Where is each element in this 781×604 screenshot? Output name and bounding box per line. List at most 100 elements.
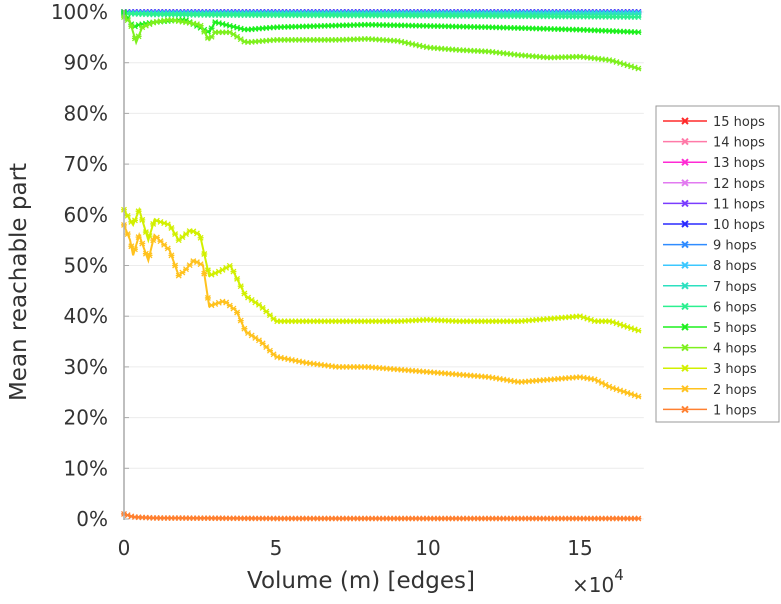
data-point-marker [135,208,142,215]
x-axis-label: Volume (m) [edges] [247,568,475,594]
data-point-marker [139,216,146,223]
legend-item: 8 hops [663,259,757,274]
legend-item: 7 hops [663,280,757,295]
y-axis-label: Mean reachable part [6,163,32,401]
data-point-marker [146,252,153,259]
data-point-marker [197,261,204,268]
legend-item: 10 hops [663,218,765,233]
y-tick-label: 10% [64,456,108,480]
series-lines [121,9,642,522]
legend-marker-icon [681,117,689,125]
legend-marker-icon [681,179,689,187]
x-tick-label: 10 [415,536,440,560]
legend-marker-icon [681,261,689,269]
data-point-marker [135,234,142,241]
data-point-marker [635,65,642,72]
data-point-marker [124,231,131,238]
legend-label: 5 hops [713,321,757,336]
data-point-marker [635,515,642,522]
data-point-marker [131,246,138,253]
series-6-hops [121,10,642,21]
data-point-marker [201,28,208,35]
legend-marker-icon [681,302,689,311]
data-point-marker [635,327,642,334]
x-tick-label: 5 [270,536,283,560]
legend-item: 9 hops [663,239,757,254]
legend-label: 6 hops [713,300,757,315]
legend-marker-icon [681,364,689,372]
data-point-marker [237,283,244,290]
data-point-marker [193,230,200,237]
x-axis-multiplier: ×104 [572,566,624,597]
legend-label: 3 hops [713,362,757,377]
y-tick-label: 40% [64,304,108,328]
legend: 15 hops 14 hops 13 hops 12 hops 11 hops 10 ho… [655,105,780,423]
data-point-marker [124,17,131,24]
legend-marker-icon [681,199,689,208]
y-tick-label: 100% [51,0,108,24]
legend-item: 6 hops [663,300,757,315]
legend-marker-icon [681,282,689,290]
data-point-marker [635,14,642,21]
legend-marker-icon [681,220,689,228]
legend-marker-icon [681,240,689,249]
legend-marker-icon [681,385,689,393]
legend-label: 12 hops [713,177,765,192]
x-tick-labels: 0 5 10 15 [118,536,593,560]
y-tick-labels: 0% 10% 20% 30% 40% 50% 60% 70% 80% 90% 100% [51,0,108,531]
x-tick-label: 15 [567,536,592,560]
data-point-marker [201,251,208,257]
data-point-marker [201,270,208,277]
legend-label: 8 hops [713,259,757,274]
data-point-marker [197,234,204,241]
data-point-marker [164,245,171,252]
data-point-marker [128,23,135,30]
data-point-marker [139,240,146,247]
legend-item: 14 hops [663,136,765,151]
legend-item: 1 hops [663,403,757,418]
series-3-hops [121,206,642,334]
data-point-marker [172,231,179,238]
legend-item: 15 hops [663,115,765,130]
legend-label: 2 hops [713,383,757,398]
legend-label: 15 hops [713,115,765,130]
data-point-marker [237,317,244,324]
legend-box [655,105,780,423]
data-point-marker [234,275,241,282]
legend-item: 4 hops [663,342,757,357]
data-point-marker [150,237,157,244]
y-tick-label: 30% [64,355,108,379]
data-point-marker [226,262,233,269]
x-multiplier-base: ×10 [572,573,614,597]
series-2-hops [121,221,642,400]
x-tick-label: 0 [118,536,131,560]
legend-label: 11 hops [713,197,765,212]
data-point-marker [635,29,642,36]
legend-label: 13 hops [713,156,765,171]
legend-label: 10 hops [713,218,765,233]
legend-item: 13 hops [663,156,765,171]
data-point-marker [168,252,175,259]
legend-label: 4 hops [713,342,757,357]
legend-marker-icon [681,323,689,331]
data-point-marker [270,351,277,358]
legend-item: 12 hops [663,177,765,192]
legend-marker-icon [681,405,689,414]
legend-item: 2 hops [663,383,757,398]
legend-label: 9 hops [713,239,757,254]
data-point-marker [230,268,237,275]
data-point-marker [208,33,215,40]
y-tick-label: 20% [64,406,108,430]
y-tick-label: 50% [64,254,108,278]
legend-item: 11 hops [663,197,765,212]
data-point-marker [197,22,204,29]
legend-label: 14 hops [713,136,765,151]
legend-label: 7 hops [713,280,757,295]
data-point-marker [204,294,211,301]
data-point-marker [172,262,179,269]
x-multiplier-exponent: 4 [614,566,624,584]
data-point-marker [131,217,138,224]
series-4-hops [121,14,642,72]
y-tick-label: 70% [64,152,108,176]
